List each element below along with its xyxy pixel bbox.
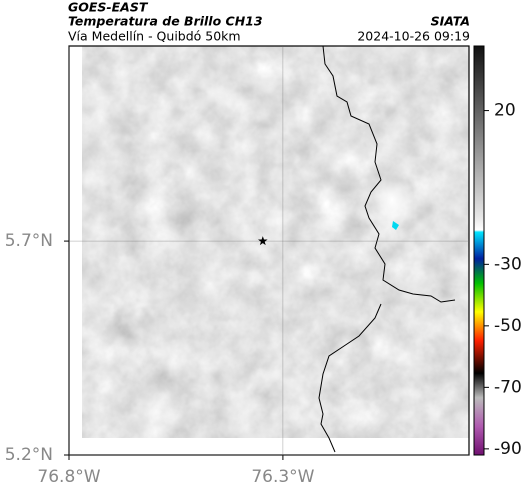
colorbar-tick-label: -90: [494, 439, 522, 459]
colorbar: [473, 45, 485, 456]
x-tick-label: 76.8°W: [37, 467, 100, 487]
product: Temperatura de Brillo CH13: [68, 14, 263, 29]
brightness-image: [82, 46, 469, 438]
satellite: GOES-EAST: [68, 0, 149, 15]
colorbar-tick-label: -30: [494, 254, 522, 274]
region: Vía Medellín - Quibdó 50km: [68, 29, 241, 44]
datetime: 2024-10-26 09:19: [357, 29, 470, 44]
colorbar-tick-label: -70: [494, 377, 522, 397]
colorbar-tick-label: -50: [494, 316, 522, 336]
x-tick-label: 76.3°W: [251, 467, 314, 487]
source: SIATA: [431, 14, 470, 29]
colorbar-tick-label: 20: [494, 101, 516, 121]
y-tick-label: 5.7°N: [5, 231, 53, 251]
cold-cloud-top: [392, 221, 399, 230]
y-tick-label: 5.2°N: [5, 445, 53, 465]
cold-cloud: [370, 170, 414, 230]
boundary: [318, 45, 456, 453]
location-marker: [258, 236, 268, 246]
